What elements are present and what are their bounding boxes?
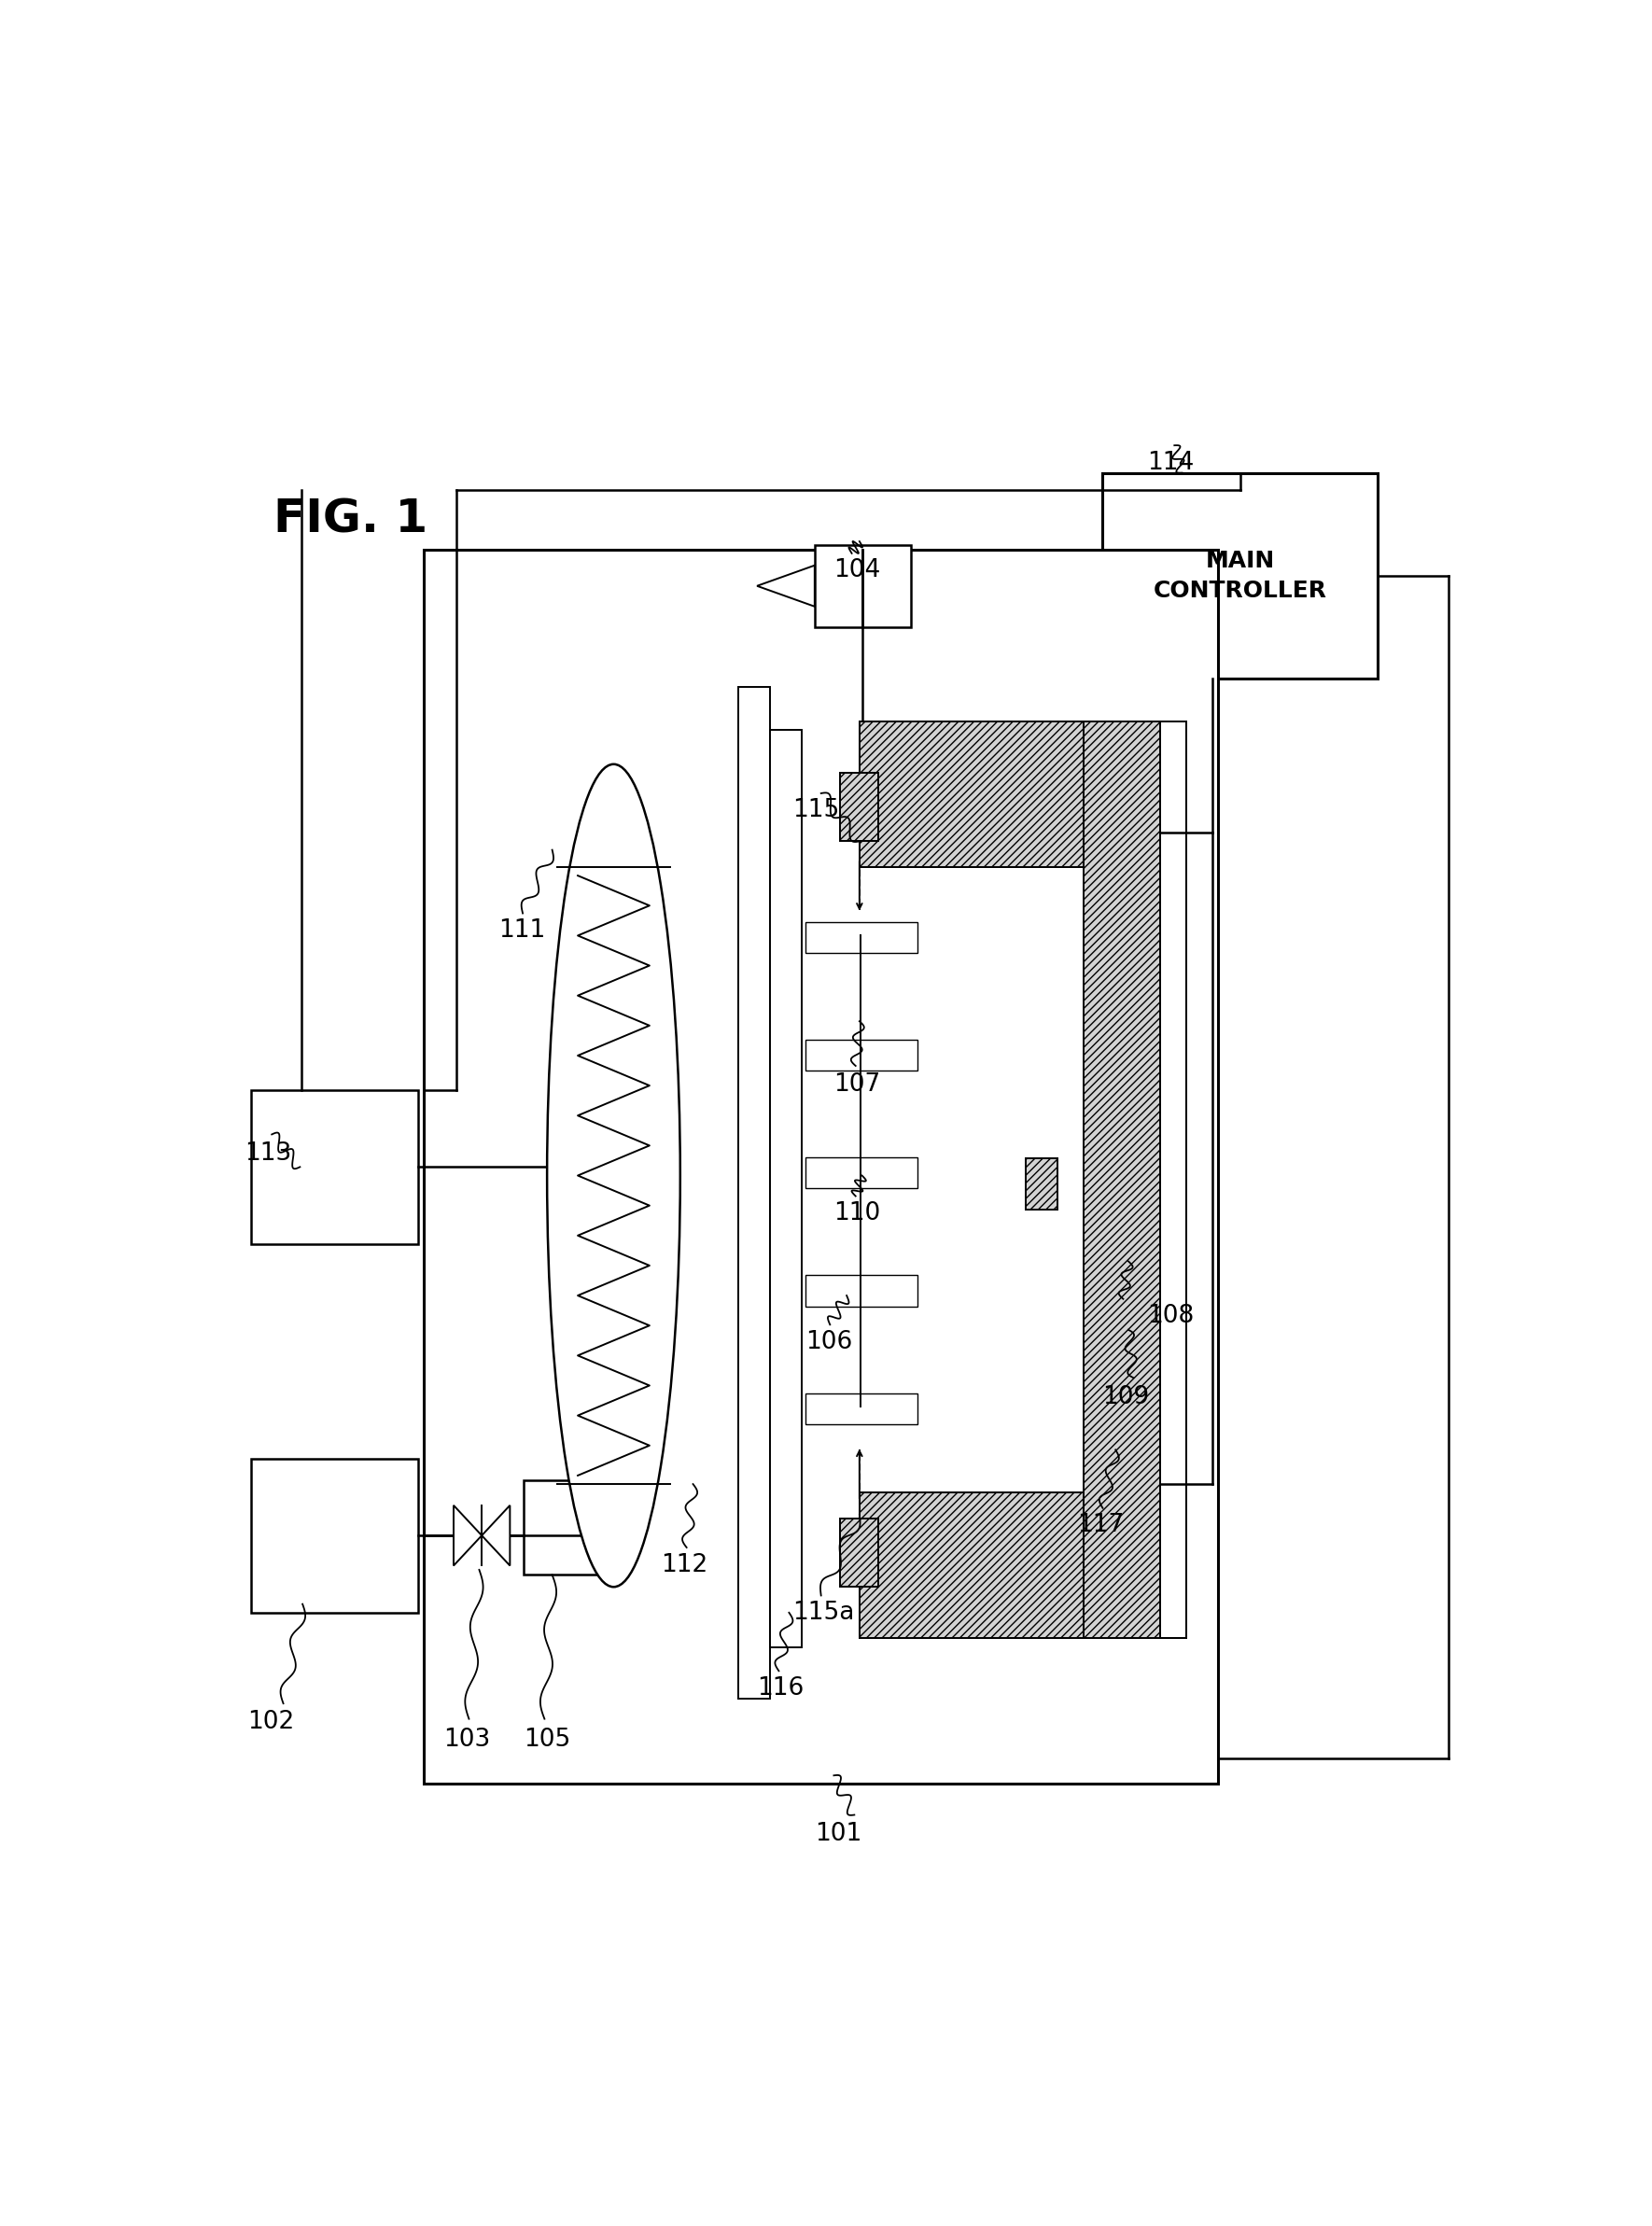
Text: 109: 109 — [1104, 1385, 1150, 1409]
Text: 106: 106 — [806, 1329, 852, 1353]
Text: 103: 103 — [443, 1727, 491, 1752]
Text: 104: 104 — [834, 559, 881, 583]
Text: 111: 111 — [499, 919, 545, 944]
Text: 105: 105 — [524, 1727, 572, 1752]
Bar — [251, 1458, 418, 1612]
Bar — [806, 1158, 917, 1189]
Bar — [859, 721, 1115, 868]
Text: 108: 108 — [1148, 1304, 1194, 1329]
Text: FIG. 1: FIG. 1 — [273, 496, 428, 541]
Bar — [859, 1494, 1115, 1638]
Ellipse shape — [547, 764, 681, 1587]
Text: 102: 102 — [248, 1710, 294, 1734]
Bar — [806, 922, 917, 953]
Text: 114: 114 — [1148, 450, 1194, 474]
Text: 117: 117 — [1077, 1514, 1123, 1538]
Bar — [738, 688, 770, 1698]
Bar — [806, 1393, 917, 1425]
Bar — [770, 730, 801, 1647]
Bar — [806, 1275, 917, 1307]
Text: 101: 101 — [814, 1821, 862, 1845]
Bar — [814, 545, 910, 628]
Bar — [251, 1091, 418, 1244]
Bar — [524, 1480, 611, 1576]
Polygon shape — [482, 1505, 510, 1565]
Bar — [859, 721, 1166, 868]
Text: 115b: 115b — [793, 799, 856, 824]
Text: 110: 110 — [834, 1202, 881, 1227]
Polygon shape — [757, 565, 814, 605]
Bar — [859, 721, 1115, 868]
Text: MAIN
CONTROLLER: MAIN CONTROLLER — [1153, 550, 1327, 601]
Text: 112: 112 — [661, 1554, 709, 1576]
Text: 113: 113 — [244, 1142, 292, 1166]
Bar — [1104, 472, 1378, 679]
Text: 116: 116 — [757, 1676, 805, 1701]
Bar — [841, 772, 879, 841]
Bar — [841, 1518, 879, 1587]
Bar — [1160, 721, 1186, 1638]
Text: 115a: 115a — [793, 1600, 854, 1625]
Polygon shape — [454, 1505, 482, 1565]
Bar — [1026, 1158, 1057, 1211]
Bar — [806, 1040, 917, 1071]
Text: 107: 107 — [834, 1073, 881, 1097]
Bar — [425, 550, 1218, 1783]
Bar — [1084, 721, 1160, 1638]
Bar — [859, 1494, 1166, 1638]
